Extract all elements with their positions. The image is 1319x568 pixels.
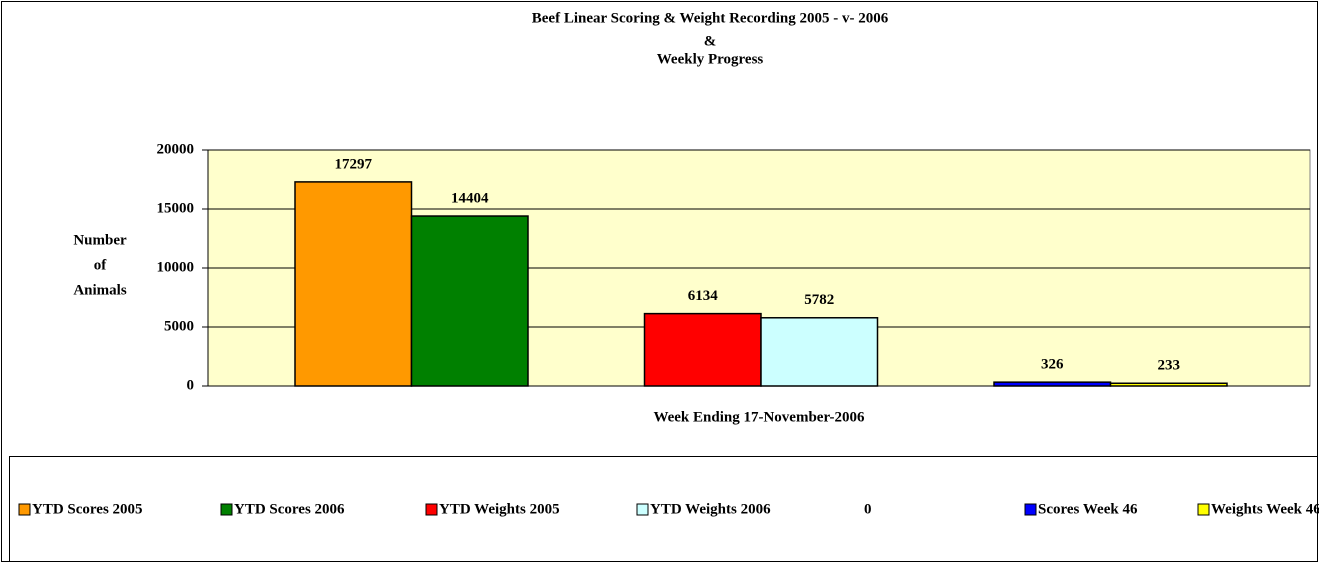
y-tick-label: 5000 bbox=[164, 318, 194, 334]
data-label: 17297 bbox=[335, 156, 373, 172]
legend-swatch bbox=[1024, 503, 1037, 516]
x-axis-label: Week Ending 17-November-2006 bbox=[653, 409, 865, 425]
legend-label: Weights Week 46 bbox=[1211, 501, 1319, 517]
y-axis-label: Animals bbox=[73, 282, 127, 298]
y-axis-label: of bbox=[94, 257, 108, 273]
chart-title: & bbox=[704, 33, 717, 49]
legend-swatch bbox=[425, 503, 438, 516]
bar bbox=[643, 312, 762, 387]
legend-label: YTD Scores 2006 bbox=[234, 501, 345, 517]
legend-label: YTD Weights 2005 bbox=[439, 501, 560, 517]
y-axis-label: Number bbox=[73, 232, 127, 248]
data-label: 233 bbox=[1158, 358, 1181, 374]
legend-swatch bbox=[220, 503, 233, 516]
bar bbox=[410, 215, 529, 387]
legend-swatch bbox=[1197, 503, 1210, 516]
bar bbox=[993, 381, 1112, 387]
bar bbox=[760, 317, 879, 387]
y-tick-label: 0 bbox=[187, 377, 195, 393]
chart-title: Beef Linear Scoring & Weight Recording 2… bbox=[532, 10, 889, 26]
data-label: 326 bbox=[1041, 357, 1064, 373]
legend-swatch bbox=[18, 503, 31, 516]
data-label: 6134 bbox=[688, 288, 719, 304]
legend-label: YTD Weights 2006 bbox=[650, 501, 771, 517]
chart-title: Weekly Progress bbox=[657, 51, 764, 67]
legend-label: Scores Week 46 bbox=[1038, 501, 1138, 517]
bar bbox=[294, 181, 413, 387]
legend-label: YTD Scores 2005 bbox=[32, 501, 143, 517]
legend-swatch bbox=[636, 503, 649, 516]
legend-label: 0 bbox=[864, 501, 872, 517]
data-label: 14404 bbox=[451, 190, 489, 206]
y-tick-label: 10000 bbox=[157, 259, 195, 275]
y-tick-label: 15000 bbox=[157, 200, 195, 216]
y-tick-label: 20000 bbox=[157, 141, 195, 157]
data-label: 5782 bbox=[804, 292, 834, 308]
